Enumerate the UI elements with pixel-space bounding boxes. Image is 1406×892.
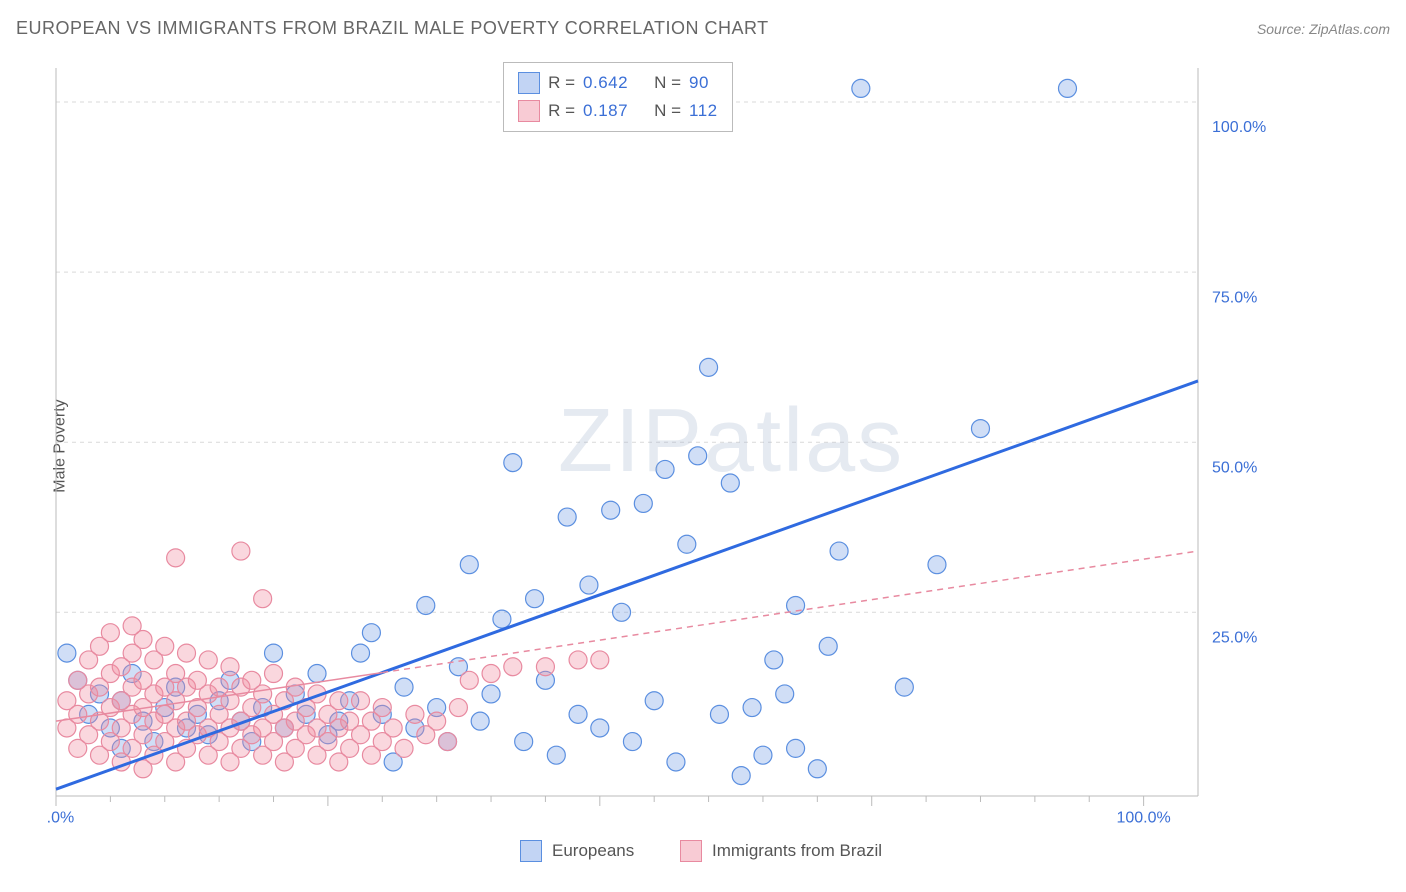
legend-item: Europeans xyxy=(520,840,634,862)
scatter-plot-svg: 0.0% 100.0% 25.0% 50.0% 75.0% 100.0% xyxy=(48,60,1278,828)
stat-r-value: 0.187 xyxy=(583,97,628,125)
chart-title: EUROPEAN VS IMMIGRANTS FROM BRAZIL MALE … xyxy=(16,18,769,39)
stat-r-label: R = xyxy=(548,97,575,125)
svg-text:100.0%: 100.0% xyxy=(1212,119,1266,136)
svg-text:0.0%: 0.0% xyxy=(48,809,74,826)
legend-item: Immigrants from Brazil xyxy=(680,840,882,862)
stat-n-value: 90 xyxy=(689,69,709,97)
legend-swatch xyxy=(518,72,540,94)
svg-text:25.0%: 25.0% xyxy=(1212,630,1257,647)
svg-text:50.0%: 50.0% xyxy=(1212,459,1257,476)
stat-n-label: N = xyxy=(654,97,681,125)
stat-r-label: R = xyxy=(548,69,575,97)
stats-row: R = 0.187 N = 112 xyxy=(518,97,718,125)
stat-r-value: 0.642 xyxy=(583,69,628,97)
legend-label: Immigrants from Brazil xyxy=(712,841,882,861)
legend-swatch xyxy=(520,840,542,862)
svg-text:100.0%: 100.0% xyxy=(1116,809,1170,826)
legend-label: Europeans xyxy=(552,841,634,861)
stat-n-label: N = xyxy=(654,69,681,97)
legend-swatch xyxy=(680,840,702,862)
stats-legend-box: R = 0.642 N = 90 R = 0.187 N = 112 xyxy=(503,62,733,132)
svg-text:75.0%: 75.0% xyxy=(1212,289,1257,306)
stat-n-value: 112 xyxy=(689,97,718,125)
chart-area: 0.0%100.0%25.0%50.0%75.0%100.0% ZIPatlas xyxy=(48,60,1278,828)
source-label: Source: ZipAtlas.com xyxy=(1257,21,1390,37)
legend-swatch xyxy=(518,100,540,122)
stats-row: R = 0.642 N = 90 xyxy=(518,69,718,97)
